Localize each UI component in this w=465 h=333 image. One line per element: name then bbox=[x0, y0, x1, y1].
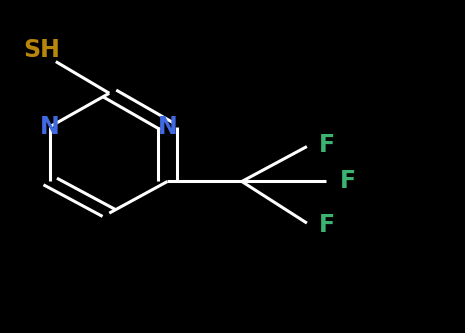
Text: F: F bbox=[339, 169, 356, 193]
Text: N: N bbox=[40, 115, 60, 139]
Text: F: F bbox=[319, 133, 335, 157]
Text: N: N bbox=[158, 115, 177, 139]
Text: F: F bbox=[319, 213, 335, 237]
Text: SH: SH bbox=[23, 38, 60, 62]
